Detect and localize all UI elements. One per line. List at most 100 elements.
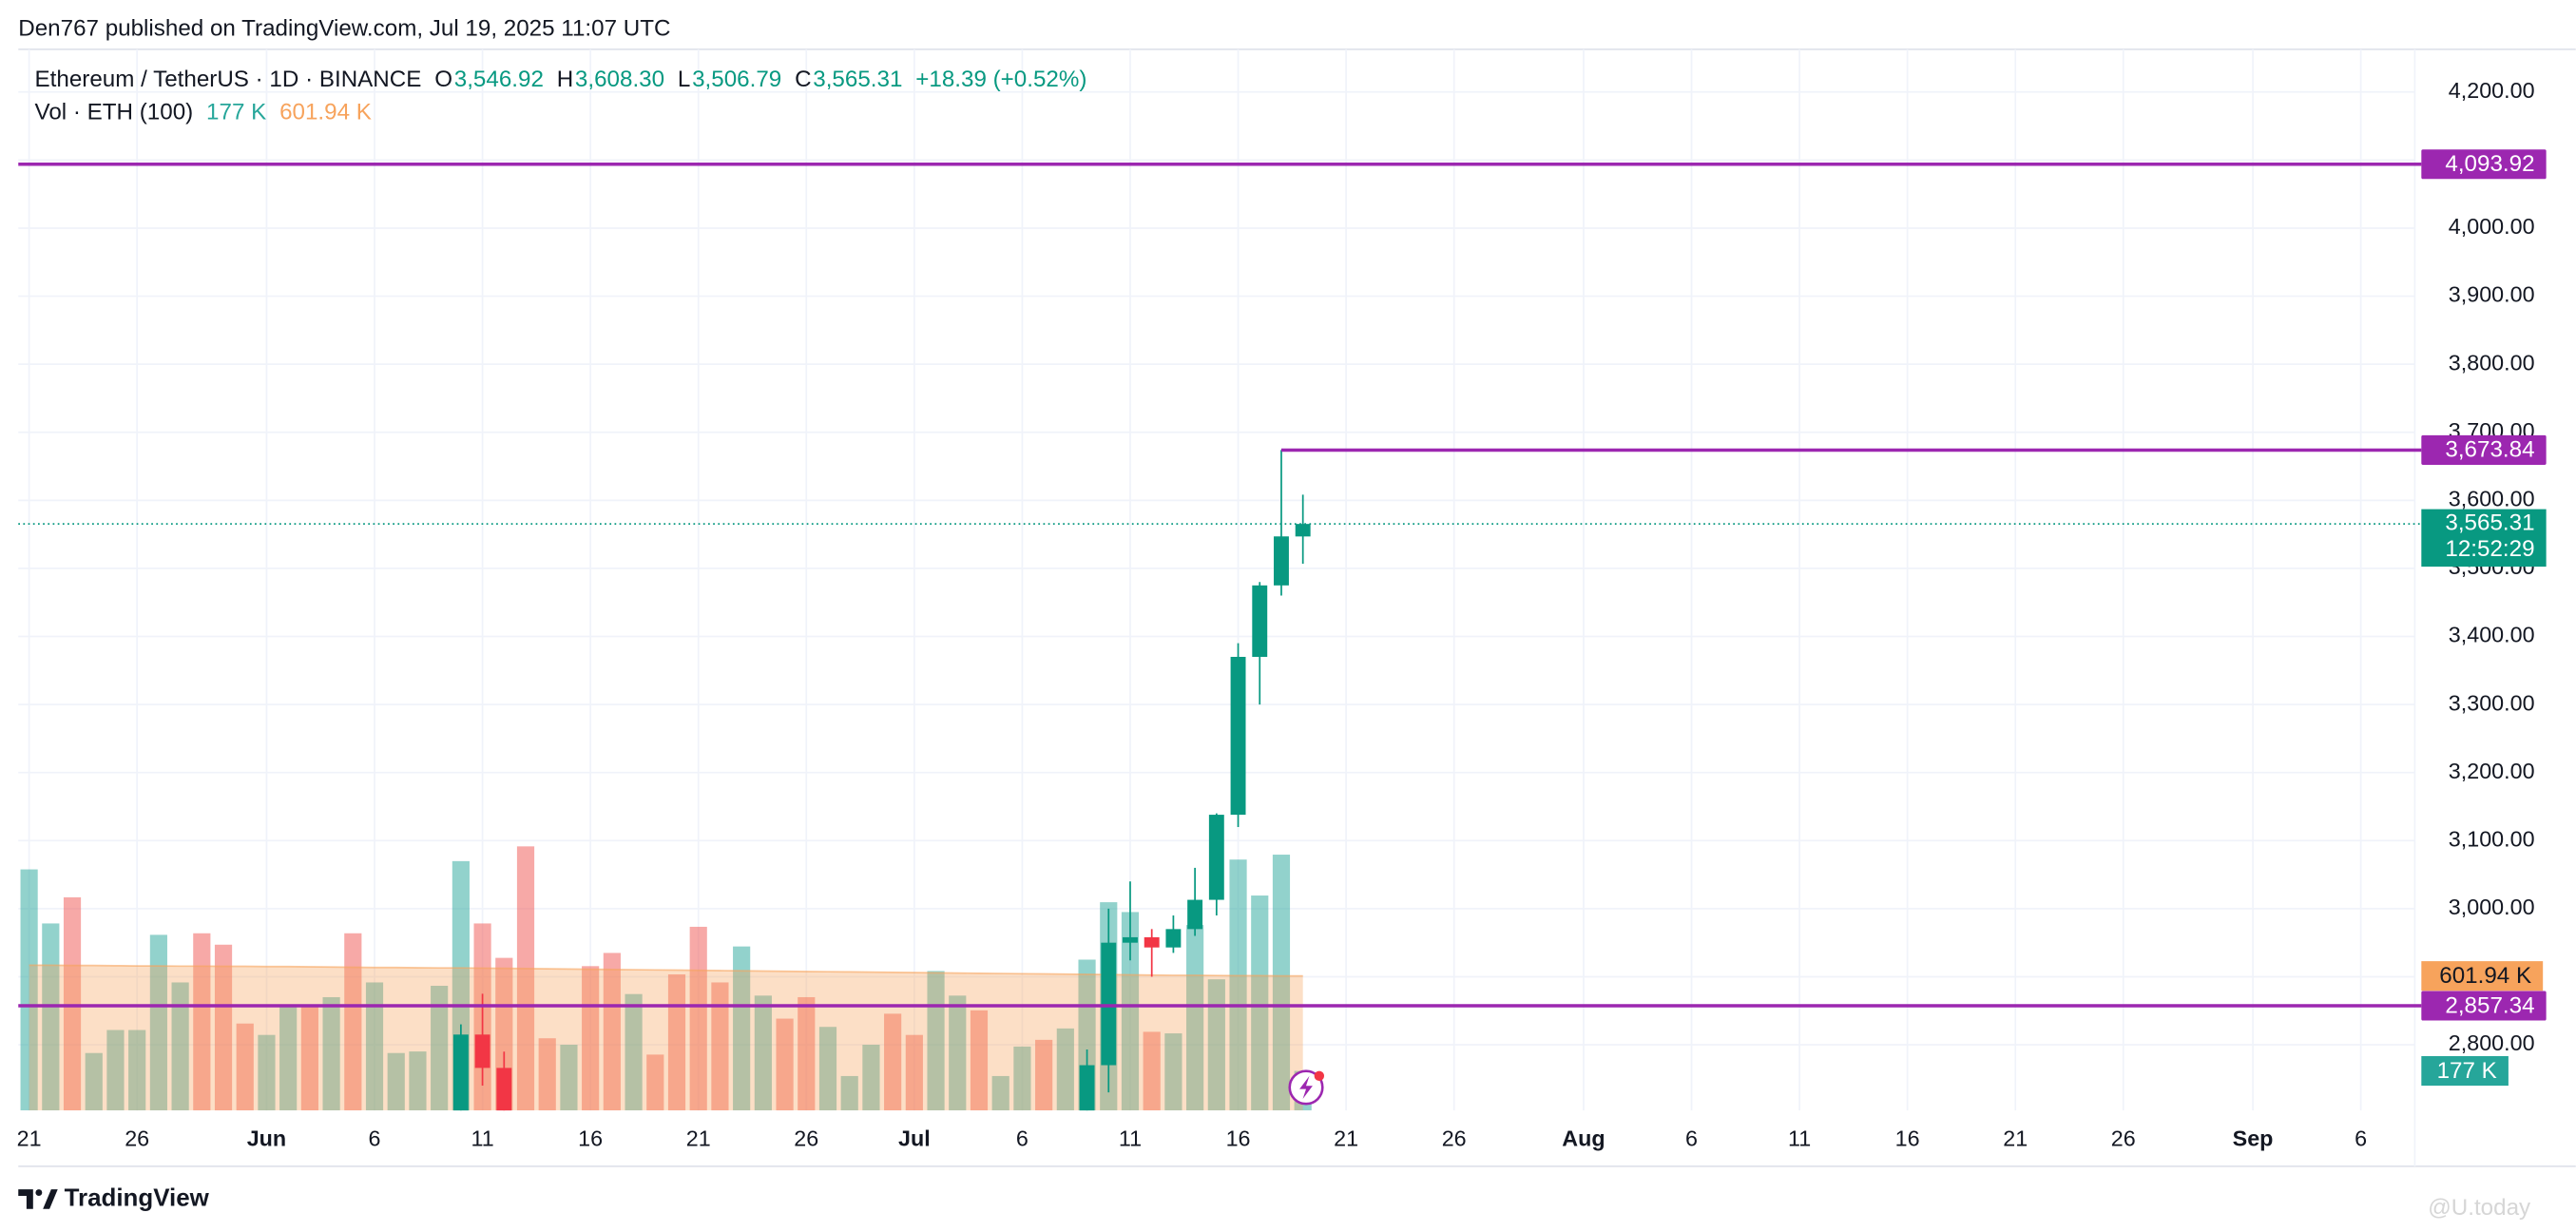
ohlc-key: H — [557, 67, 573, 92]
x-tick-label: Jun — [247, 1126, 286, 1150]
volume-bar — [431, 985, 449, 1111]
candle-body — [1230, 656, 1246, 816]
ohlc-value: 3,506.79 — [692, 67, 781, 92]
candle-body — [1295, 524, 1311, 537]
volume-ma-label: 601.94 K — [2439, 963, 2531, 989]
volume-bar — [560, 1045, 578, 1111]
ohlc-key: C — [795, 67, 811, 92]
brand-name: TradingView — [65, 1184, 210, 1211]
volume-bar — [344, 933, 362, 1111]
x-tick-label: Jul — [898, 1126, 931, 1150]
volume-bar — [949, 995, 967, 1111]
level-tag — [2421, 991, 2547, 1021]
countdown-label: 12:52:29 — [2445, 536, 2534, 562]
volume-bar — [991, 1075, 1009, 1111]
level-tag — [2421, 434, 2547, 466]
last-price-tag — [2421, 509, 2547, 568]
level-label: 4,093.92 — [2445, 151, 2534, 177]
ohlc-value: 3,565.31 — [813, 67, 902, 92]
alert-icon — [1288, 1069, 1325, 1106]
volume-bar — [1164, 1033, 1182, 1111]
x-tick-label: 6 — [1685, 1126, 1698, 1150]
y-tick-label: 4,000.00 — [2449, 214, 2535, 239]
candle-body — [1187, 899, 1203, 930]
volume-bar — [905, 1034, 923, 1111]
volume-bar — [733, 946, 751, 1111]
volume-bar — [322, 996, 340, 1111]
x-tick-label: 26 — [1442, 1126, 1467, 1150]
x-tick-label: 16 — [1895, 1126, 1920, 1150]
volume-bar — [798, 996, 816, 1111]
x-tick-label: 21 — [1334, 1126, 1358, 1150]
volume-bar — [1056, 1028, 1074, 1111]
x-tick-label: 6 — [369, 1126, 381, 1150]
volume-bar — [1272, 855, 1291, 1111]
y-tick-label: 3,900.00 — [2449, 282, 2535, 307]
level-label: 3,673.84 — [2445, 437, 2534, 463]
volume-bar — [279, 1007, 298, 1111]
candle-body — [1123, 936, 1138, 943]
volume-bar — [1013, 1046, 1031, 1111]
x-tick-label: 11 — [471, 1126, 493, 1150]
volume-bar — [387, 1052, 405, 1111]
volume-bar — [711, 982, 729, 1111]
brand-logo — [18, 1189, 58, 1209]
candle-body — [1274, 536, 1289, 586]
overlay-layer: 2,800.002,900.003,000.003,100.003,200.00… — [17, 67, 2547, 1150]
volume-bar — [582, 966, 600, 1111]
y-tick-label: 2,800.00 — [2449, 1030, 2535, 1055]
volume-bar — [538, 1038, 556, 1111]
volume-legend: Vol · ETH (100) — [35, 100, 194, 125]
x-tick-label: 21 — [2003, 1126, 2028, 1150]
volume-bar — [20, 869, 38, 1111]
volume-bar — [1143, 1031, 1161, 1111]
candle-body — [452, 1034, 469, 1111]
volume-bar — [884, 1013, 902, 1111]
candle-body — [1208, 815, 1224, 900]
candle-body — [1165, 929, 1182, 948]
x-tick-label: 16 — [578, 1126, 603, 1150]
volume-bar — [300, 1007, 318, 1111]
x-tick-label: 6 — [2355, 1126, 2367, 1150]
x-tick-label: Aug — [1562, 1126, 1605, 1150]
symbol-legend: Ethereum / TetherUS · 1D · BINANCE — [35, 67, 422, 92]
change-legend: +18.39 (+0.52%) — [915, 67, 1086, 92]
volume-bar — [689, 926, 707, 1111]
x-tick-label: 26 — [794, 1126, 818, 1150]
ohlc-key: O — [434, 67, 452, 92]
publisher-header: Den767 published on TradingView.com, Jul… — [18, 15, 670, 41]
volume-bar — [1229, 859, 1247, 1111]
y-tick-label: 4,200.00 — [2449, 78, 2535, 103]
candle-body — [496, 1068, 512, 1111]
ohlc-value: 3,608.30 — [575, 67, 664, 92]
volume-bar — [236, 1023, 254, 1111]
y-tick-label: 3,100.00 — [2449, 826, 2535, 851]
volume-bar — [171, 982, 189, 1111]
watermark: @U.today — [2428, 1195, 2531, 1221]
volume-bar — [365, 982, 384, 1111]
volume-bar — [42, 923, 60, 1111]
volume-bar — [409, 1051, 427, 1111]
ohlc-value: 3,546.92 — [454, 67, 544, 92]
volume-bar — [818, 1027, 837, 1111]
level-tag — [2421, 149, 2547, 180]
x-tick-label: 21 — [17, 1126, 42, 1150]
volume-bar — [667, 974, 686, 1111]
x-tick-label: 21 — [686, 1126, 711, 1150]
grid-layer — [18, 48, 2415, 1111]
volume-bar — [1251, 895, 1269, 1111]
candle-body — [1101, 942, 1117, 1066]
volume-ma-legend-value: 601.94 K — [279, 100, 372, 125]
last-price-label: 3,565.31 — [2445, 510, 2534, 536]
candle-body — [474, 1034, 490, 1068]
candle-body — [1252, 585, 1268, 657]
level-label: 2,857.34 — [2445, 992, 2534, 1018]
volume-tag — [2421, 1055, 2509, 1087]
volume-legend-value: 177 K — [206, 100, 266, 125]
volume-bar — [106, 1030, 125, 1111]
x-tick-label: Sep — [2233, 1126, 2274, 1150]
volume-bar — [646, 1054, 664, 1111]
x-tick-label: 16 — [1226, 1126, 1251, 1150]
y-tick-label: 3,000.00 — [2449, 895, 2535, 919]
